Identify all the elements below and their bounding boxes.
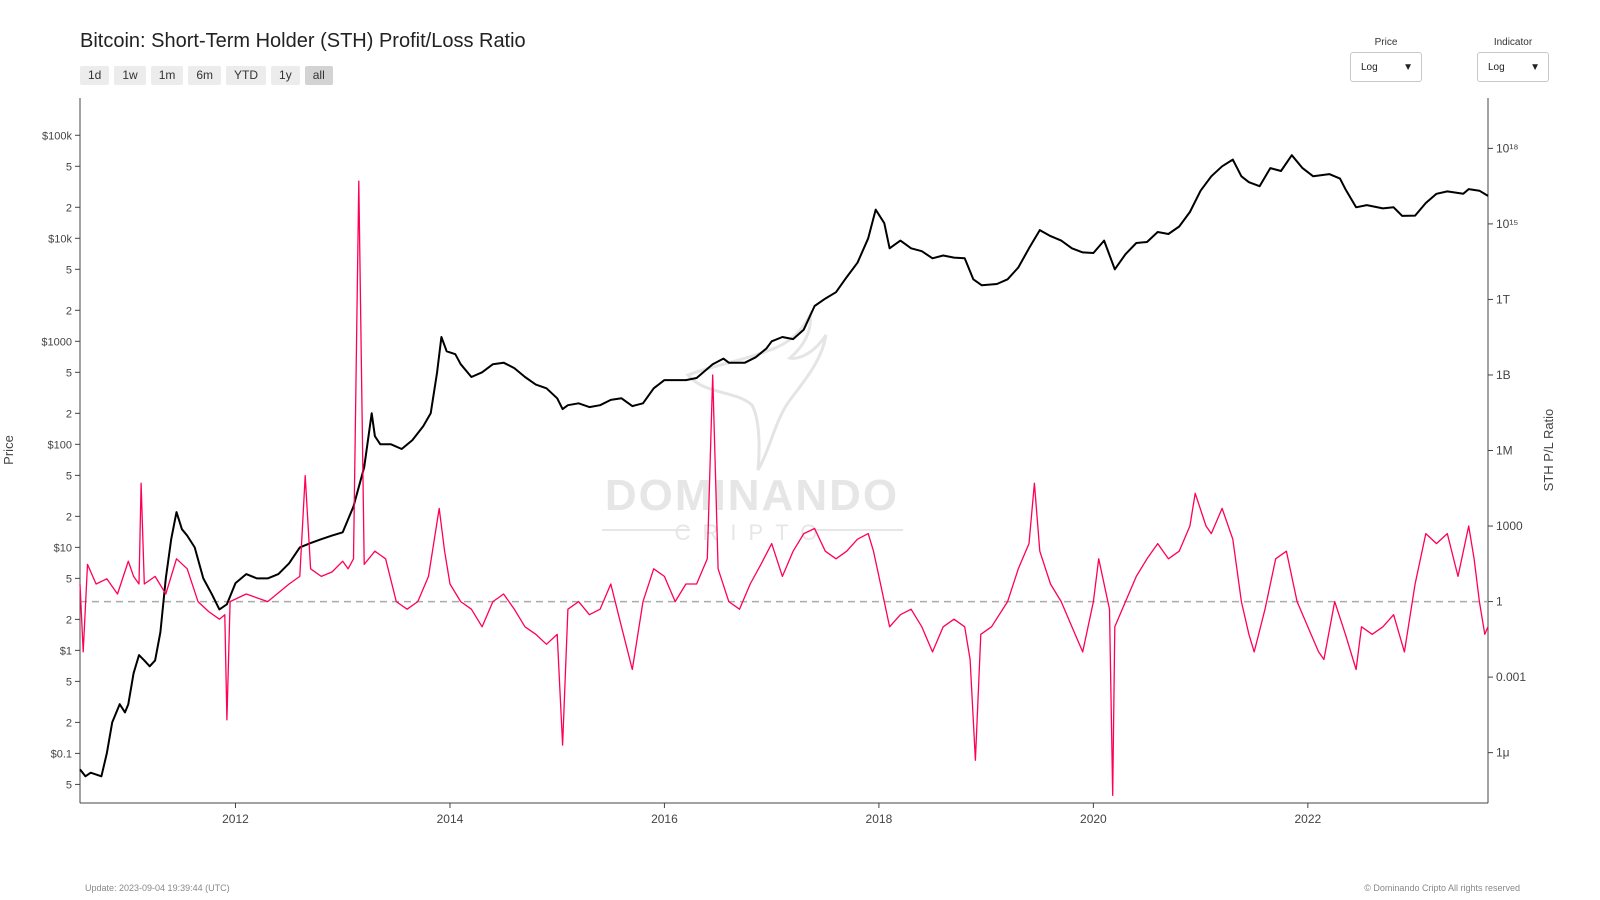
y-left-tick-label: 5	[66, 676, 72, 688]
x-tick-label: 2016	[651, 812, 678, 826]
series-layer	[79, 154, 1489, 797]
y-right-tick-label: 10¹⁸	[1496, 141, 1518, 155]
y-left-tick-label: 5	[66, 367, 72, 379]
y-left-tick-label: 2	[66, 202, 72, 214]
y-right-tick-label: 1B	[1496, 368, 1511, 382]
y-left-tick-label: 5	[66, 161, 72, 173]
y-left-tick-label: 2	[66, 614, 72, 626]
watermark-subtext: CRIPTO	[675, 520, 830, 545]
update-timestamp: Update: 2023-09-04 19:39:44 (UTC)	[85, 883, 230, 893]
x-tick-label: 2014	[437, 812, 464, 826]
y-left-tick-label: $1	[60, 645, 72, 657]
indicator-scale-value: Log	[1488, 61, 1505, 73]
y-left-tick-label: 5	[66, 573, 72, 585]
range-button-6m[interactable]: 6m	[188, 66, 222, 85]
y-right-tick-label: 0.001	[1496, 670, 1526, 684]
y-left-tick-label: 2	[66, 408, 72, 420]
sth-ratio-series-line	[79, 180, 1489, 797]
watermark-logo: DOMINANDO CRIPTO	[602, 309, 903, 545]
axes: 2012 2014 2016 2018 2020 2022$100k52$10k52$10…	[1, 98, 1556, 826]
price-scale-label: Price	[1374, 37, 1398, 48]
y-left-tick-label: 2	[66, 717, 72, 729]
y-right-axis-title: STH P/L Ratio	[1541, 409, 1556, 492]
range-selector: 1d 1w 1m 6m YTD 1y all	[80, 66, 333, 85]
y-left-tick-label: $10	[54, 542, 72, 554]
indicator-scale-label: Indicator	[1493, 37, 1533, 48]
y-left-tick-label: $1000	[41, 336, 72, 348]
x-tick-label: 2018	[866, 812, 893, 826]
y-left-tick-label: $10k	[48, 233, 72, 245]
range-button-all[interactable]: all	[304, 66, 333, 85]
y-right-tick-label: 1	[1496, 595, 1503, 609]
y-left-tick-label: $100k	[42, 130, 72, 142]
watermark-text: DOMINANDO	[605, 471, 899, 520]
price-scale-value: Log	[1361, 61, 1378, 73]
price-series-line	[79, 154, 1489, 778]
range-button-1w[interactable]: 1w	[114, 66, 146, 85]
y-left-tick-label: $100	[48, 439, 72, 451]
caret-down-icon: ▼	[1530, 61, 1540, 73]
indicator-scale-control: Indicator Log ▼	[1477, 37, 1549, 82]
y-right-tick-label: 1T	[1496, 292, 1511, 306]
copyright-notice: © Dominando Cripto All rights reserved	[1364, 883, 1520, 893]
x-tick-label: 2022	[1294, 812, 1321, 826]
y-left-axis-title: Price	[1, 435, 16, 465]
y-left-tick-label: 5	[66, 264, 72, 276]
y-right-tick-label: 1M	[1496, 444, 1513, 458]
price-scale-select[interactable]: Log ▼	[1350, 52, 1422, 82]
y-left-tick-label: 5	[66, 779, 72, 791]
x-tick-label: 2012	[222, 812, 249, 826]
x-tick-label: 2020	[1080, 812, 1107, 826]
y-right-tick-label: 1000	[1496, 519, 1523, 533]
range-button-1y[interactable]: 1y	[271, 66, 300, 85]
y-right-tick-label: 1μ	[1496, 746, 1510, 760]
page-title: Bitcoin: Short-Term Holder (STH) Profit/…	[80, 30, 526, 52]
range-button-1m[interactable]: 1m	[150, 66, 184, 85]
y-left-tick-label: $0.1	[51, 748, 72, 760]
caret-down-icon: ▼	[1403, 61, 1413, 73]
indicator-scale-select[interactable]: Log ▼	[1477, 52, 1549, 82]
y-left-tick-label: 5	[66, 470, 72, 482]
range-button-ytd[interactable]: YTD	[226, 66, 267, 85]
range-button-1d[interactable]: 1d	[80, 66, 110, 85]
price-scale-control: Price Log ▼	[1350, 37, 1422, 82]
y-left-tick-label: 2	[66, 511, 72, 523]
y-left-tick-label: 2	[66, 305, 72, 317]
y-right-tick-label: 10¹⁵	[1496, 217, 1518, 231]
